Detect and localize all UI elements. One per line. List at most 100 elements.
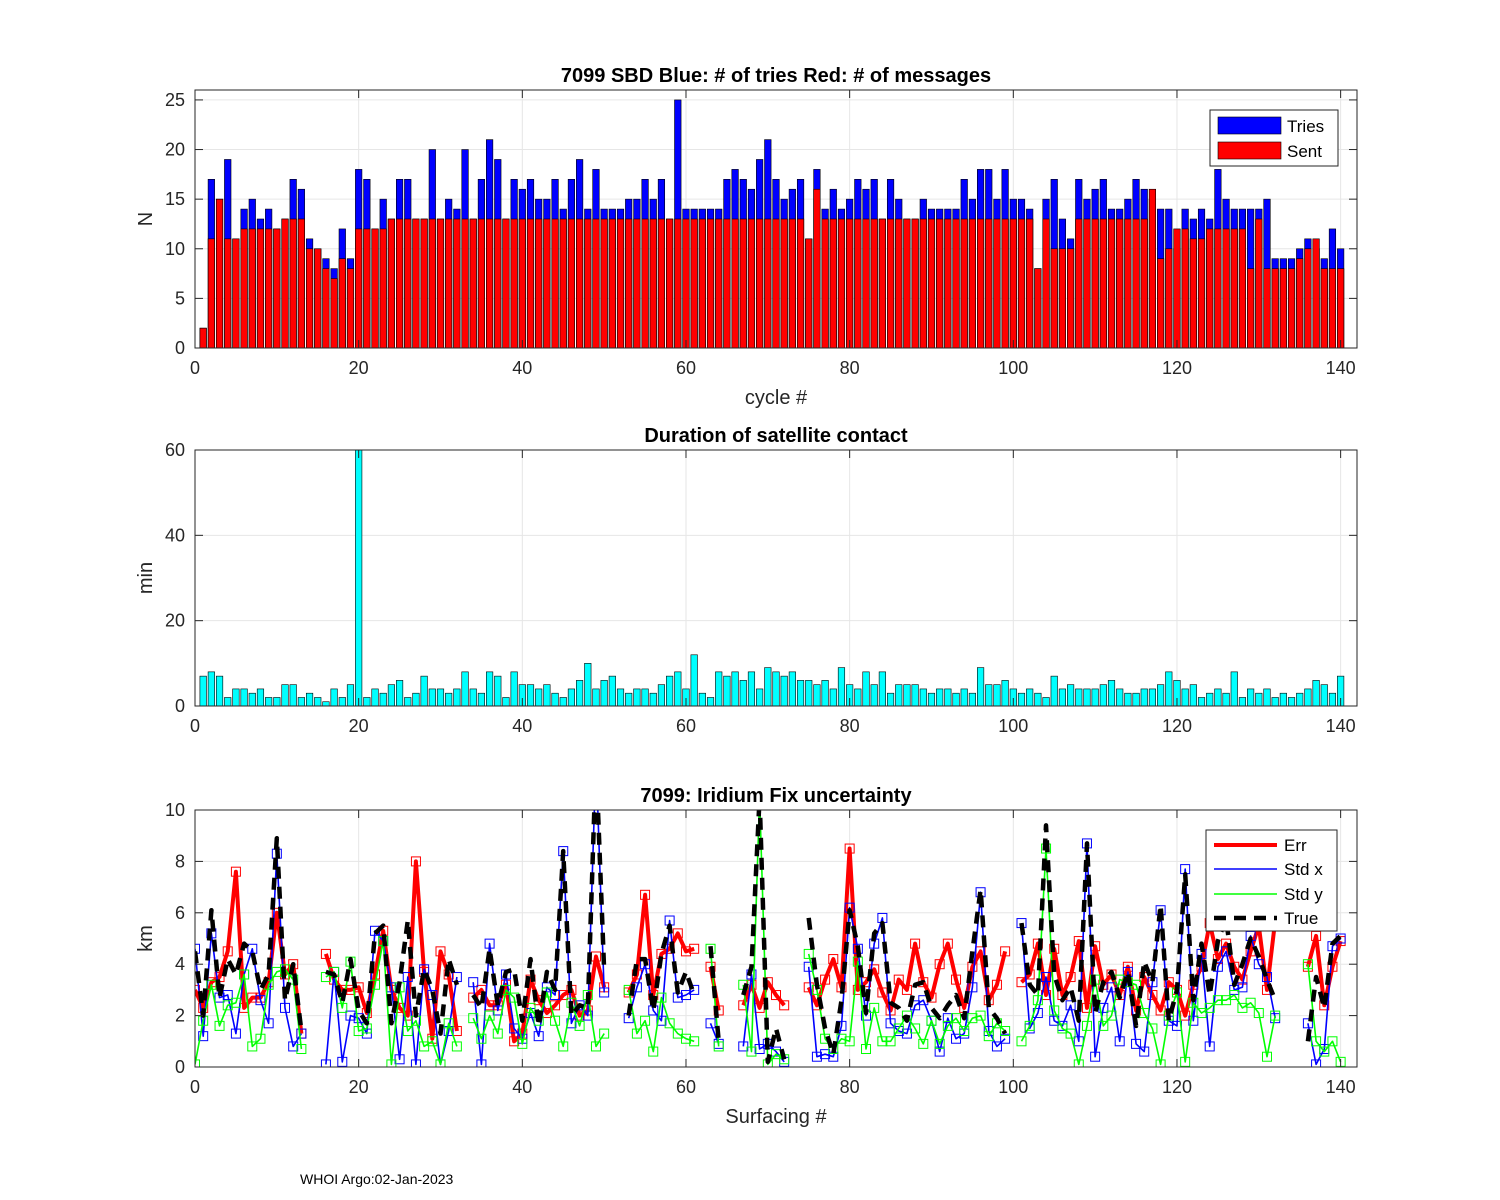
duration-bar <box>215 675 224 707</box>
duration-bar <box>878 671 886 707</box>
sent-bar <box>649 218 657 349</box>
duration-bar <box>780 675 788 707</box>
x-tick-label: 40 <box>512 716 532 736</box>
point-std-y <box>869 1002 880 1013</box>
point-std-y <box>648 1046 659 1057</box>
duration-bar <box>1050 675 1058 707</box>
duration-bar <box>592 688 600 707</box>
x-tick-label: 20 <box>349 716 369 736</box>
y-tick-label: 2 <box>175 1006 185 1026</box>
point-std-y <box>419 1041 430 1052</box>
sent-bar <box>1067 248 1075 349</box>
duration-bar <box>1296 692 1304 707</box>
point-std-y <box>599 1028 610 1039</box>
y-tick-label: 6 <box>175 903 185 923</box>
duration-bar <box>911 684 919 707</box>
sent-bar <box>682 218 690 349</box>
x-tick-label: 40 <box>512 1077 532 1097</box>
point-err <box>640 889 651 900</box>
sent-bar <box>1099 218 1107 349</box>
series-line-std-x <box>807 891 1006 1058</box>
sent-bar <box>305 248 314 349</box>
sent-bar <box>1050 248 1058 349</box>
duration-bar <box>1320 684 1328 707</box>
duration-bar <box>1247 688 1255 707</box>
point-std-x <box>337 1056 348 1067</box>
sent-bar <box>526 218 535 349</box>
point-std-y <box>558 1041 569 1052</box>
series-line-true <box>325 918 460 1036</box>
duration-bar <box>796 680 805 707</box>
sent-bar <box>224 238 232 349</box>
y-tick-label: 60 <box>165 440 185 460</box>
point-std-x <box>1237 982 1248 993</box>
point-err <box>877 987 888 998</box>
duration-bar <box>1107 680 1116 707</box>
point-std-x <box>509 1023 520 1034</box>
x-tick-label: 0 <box>190 1077 200 1097</box>
x-tick-label: 140 <box>1326 358 1356 378</box>
point-err <box>222 946 233 957</box>
point-std-y <box>942 1020 953 1031</box>
duration-bar <box>404 697 412 707</box>
sent-bar <box>265 228 273 349</box>
duration-bar <box>1067 684 1075 707</box>
sent-bar <box>1165 248 1173 349</box>
duration-bar <box>567 688 575 707</box>
sent-bar <box>829 218 837 349</box>
sent-bar <box>494 218 502 349</box>
sent-bar <box>486 218 494 349</box>
point-std-x <box>484 938 495 949</box>
sent-bar <box>1173 228 1181 349</box>
duration-bar <box>690 654 698 707</box>
point-std-y <box>230 997 241 1008</box>
point-err <box>1147 990 1158 1001</box>
point-err <box>951 974 962 985</box>
duration-bar <box>289 684 297 707</box>
sent-bar <box>1255 218 1263 349</box>
sent-bar <box>608 218 616 349</box>
point-std-y <box>247 1041 258 1052</box>
point-std-y <box>386 1059 397 1067</box>
point-std-x <box>991 1041 1002 1052</box>
legend-swatch-sent <box>1217 141 1282 160</box>
point-std-y <box>214 1020 225 1031</box>
point-std-y <box>918 1038 929 1049</box>
point-std-y <box>1253 1008 1264 1019</box>
legend-label-err: Err <box>1284 836 1307 855</box>
sent-bar <box>428 218 436 349</box>
point-err <box>247 992 258 1003</box>
sent-bar <box>379 228 387 349</box>
point-std-y <box>975 1010 986 1021</box>
duration-bar <box>559 697 567 707</box>
sent-bar <box>1009 218 1017 349</box>
duration-bar <box>355 449 363 707</box>
x-tick-label: 140 <box>1326 1077 1356 1097</box>
series-line-true <box>1019 823 1278 1029</box>
sent-bar <box>256 228 265 349</box>
sent-bar <box>715 218 723 349</box>
y-tick-label: 8 <box>175 851 185 871</box>
duration-bar <box>1189 684 1197 707</box>
y-tick-label: 0 <box>175 338 185 358</box>
duration-bar <box>248 692 256 707</box>
point-std-x <box>738 1041 749 1052</box>
sent-bar <box>510 218 518 349</box>
x-tick-label: 60 <box>676 1077 696 1097</box>
point-std-x <box>1131 1038 1142 1049</box>
point-std-y <box>1147 1023 1158 1034</box>
point-err <box>942 938 953 949</box>
duration-bar <box>1238 697 1247 707</box>
duration-bar <box>453 688 461 707</box>
y-axis-label: min <box>135 562 157 594</box>
sent-bar <box>453 218 461 349</box>
point-std-y <box>206 979 217 990</box>
point-std-y <box>476 1033 487 1044</box>
sent-bar <box>1328 268 1337 349</box>
point-std-y <box>1057 1023 1068 1034</box>
duration-bar <box>224 697 232 707</box>
sent-bar <box>1206 228 1214 349</box>
sent-bar <box>330 278 338 349</box>
duration-bar <box>1222 692 1230 707</box>
point-std-x <box>680 990 691 1001</box>
